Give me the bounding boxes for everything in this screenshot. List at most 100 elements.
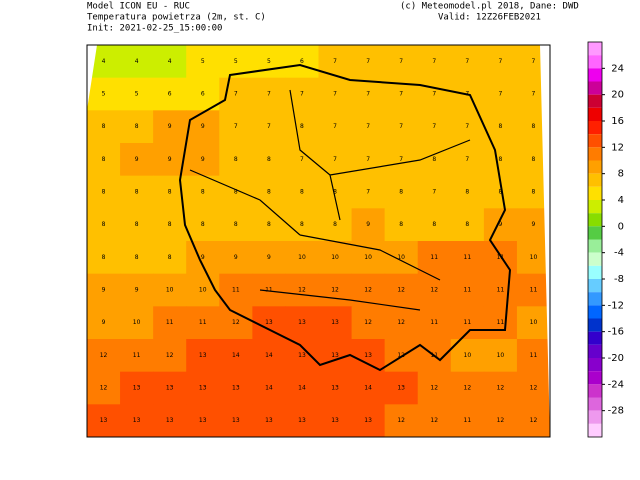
colorbar-label: -8 bbox=[614, 274, 624, 285]
colorbar-band bbox=[588, 384, 602, 398]
temperature-cell bbox=[450, 175, 485, 209]
valid-label: Valid: 12Z26FEB2021 bbox=[438, 13, 541, 23]
temperature-cell bbox=[87, 77, 121, 111]
temperature-cell bbox=[252, 175, 286, 209]
temperature-value: 12 bbox=[497, 385, 505, 392]
map-frame bbox=[86, 44, 551, 438]
temperature-value: 10 bbox=[133, 319, 141, 326]
temperature-cell bbox=[153, 306, 187, 340]
temperature-cell bbox=[483, 208, 518, 242]
temperature-value: 8 bbox=[399, 221, 403, 228]
temperature-value: 7 bbox=[333, 156, 337, 163]
temperature-value: 13 bbox=[364, 417, 372, 424]
temperature-cell bbox=[384, 273, 419, 307]
temperature-value: 4 bbox=[135, 58, 139, 65]
colorbar-band bbox=[588, 107, 602, 121]
temperature-value: 12 bbox=[430, 385, 438, 392]
temperature-value: 4 bbox=[102, 58, 106, 65]
temperature-value: 11 bbox=[133, 352, 141, 359]
temperature-cell bbox=[87, 143, 121, 177]
temperature-cell bbox=[252, 371, 286, 405]
colorbar: 24 20 16 12 8 4 0 -4 -8 -12 -16 -20 -24 -28 bbox=[587, 41, 624, 438]
temperature-value: 7 bbox=[465, 123, 469, 130]
temperature-cell bbox=[450, 241, 485, 275]
temperature-cell bbox=[252, 273, 286, 307]
temperature-value: 5 bbox=[201, 58, 205, 65]
temperature-cell bbox=[417, 306, 452, 340]
temperature-value: 8 bbox=[102, 156, 106, 163]
temperature-cell bbox=[252, 45, 286, 79]
colorbar-band bbox=[588, 160, 602, 174]
temperature-value: 11 bbox=[497, 287, 505, 294]
temperature-value: 12 bbox=[397, 417, 405, 424]
temperature-value: 11 bbox=[464, 319, 472, 326]
colorbar-band bbox=[588, 423, 602, 437]
temperature-cell bbox=[219, 208, 253, 242]
model-label: Model ICON EU - RUC bbox=[87, 2, 190, 12]
temperature-value: 8 bbox=[432, 221, 436, 228]
temperature-value: 12 bbox=[430, 287, 438, 294]
temperature-value: 8 bbox=[135, 123, 139, 130]
temperature-cell bbox=[186, 371, 220, 405]
temperature-cell bbox=[285, 175, 319, 209]
temperature-cell bbox=[351, 208, 386, 242]
temperature-cell bbox=[87, 306, 121, 340]
temperature-cell bbox=[153, 45, 187, 79]
temperature-cell bbox=[186, 404, 220, 438]
temperature-value: 7 bbox=[465, 156, 469, 163]
temperature-cell bbox=[516, 371, 551, 405]
temperature-value: 8 bbox=[399, 189, 403, 196]
temperature-value: 10 bbox=[331, 254, 339, 261]
variable-label: Temperatura powietrza (2m, st. C) bbox=[87, 13, 266, 23]
temperature-cell bbox=[351, 404, 386, 438]
temperature-cell bbox=[186, 306, 220, 340]
temperature-value: 10 bbox=[497, 352, 505, 359]
temperature-cell bbox=[351, 371, 386, 405]
colorbar-band bbox=[588, 68, 602, 82]
temperature-cell bbox=[483, 404, 518, 438]
temperature-cell bbox=[516, 404, 551, 438]
temperature-value: 12 bbox=[397, 352, 405, 359]
temperature-value: 11 bbox=[430, 254, 438, 261]
temperature-value: 7 bbox=[333, 91, 337, 98]
temperature-cell bbox=[186, 110, 220, 144]
temperature-cell bbox=[483, 45, 518, 79]
temperature-cell bbox=[450, 143, 485, 177]
colorbar-band bbox=[588, 42, 602, 56]
temperature-value: 8 bbox=[532, 189, 536, 196]
temperature-cell bbox=[285, 371, 319, 405]
temperature-cell bbox=[318, 241, 353, 275]
temperature-value: 8 bbox=[300, 221, 304, 228]
temperature-cell bbox=[219, 77, 253, 111]
temperature-value: 7 bbox=[498, 91, 502, 98]
colorbar-label: -28 bbox=[608, 406, 624, 417]
temperature-cell bbox=[87, 404, 121, 438]
temperature-value: 7 bbox=[432, 189, 436, 196]
temperature-value: 9 bbox=[201, 156, 205, 163]
temperature-cell bbox=[87, 273, 121, 307]
temperature-value: 7 bbox=[366, 189, 370, 196]
temperature-cell bbox=[219, 143, 253, 177]
temperature-value: 8 bbox=[102, 221, 106, 228]
temperature-value: 8 bbox=[498, 123, 502, 130]
temperature-cell bbox=[450, 45, 485, 79]
temperature-value: 8 bbox=[465, 221, 469, 228]
temperature-value: 9 bbox=[168, 156, 172, 163]
temperature-value: 8 bbox=[234, 156, 238, 163]
temperature-value: 8 bbox=[532, 156, 536, 163]
temperature-cell bbox=[417, 208, 452, 242]
temperature-value: 12 bbox=[497, 417, 505, 424]
temperature-cell bbox=[252, 143, 286, 177]
temperature-cell bbox=[384, 45, 419, 79]
temperature-value: 7 bbox=[399, 156, 403, 163]
temperature-value: 7 bbox=[465, 58, 469, 65]
temperature-cell bbox=[351, 77, 386, 111]
temperature-cell bbox=[516, 273, 551, 307]
temperature-cell bbox=[351, 241, 386, 275]
temperature-cell bbox=[483, 143, 518, 177]
temperature-value: 8 bbox=[267, 221, 271, 228]
temperature-value: 13 bbox=[232, 385, 240, 392]
temperature-value: 10 bbox=[166, 287, 174, 294]
temperature-value: 8 bbox=[201, 189, 205, 196]
temperature-cell bbox=[384, 306, 419, 340]
